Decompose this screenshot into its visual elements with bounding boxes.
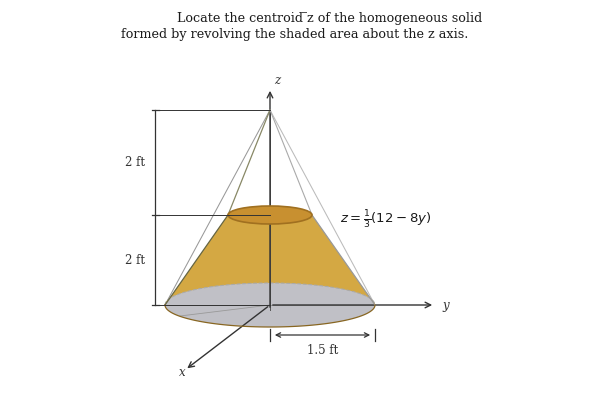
Text: 2 ft: 2 ft	[125, 156, 145, 169]
Text: 1.5 ft: 1.5 ft	[307, 344, 338, 358]
Text: Locate the centroid ̅z of the homogeneous solid: Locate the centroid ̅z of the homogeneou…	[177, 12, 483, 25]
Text: 2 ft: 2 ft	[125, 253, 145, 267]
Text: x: x	[179, 365, 186, 379]
Polygon shape	[165, 215, 375, 327]
Text: y: y	[442, 299, 449, 311]
Polygon shape	[165, 206, 375, 305]
Text: $z = \frac{1}{3}(12 - 8y)$: $z = \frac{1}{3}(12 - 8y)$	[340, 209, 432, 231]
Text: z: z	[274, 73, 280, 87]
Ellipse shape	[228, 206, 312, 224]
Text: formed by revolving the shaded area about the z axis.: formed by revolving the shaded area abou…	[121, 28, 469, 41]
